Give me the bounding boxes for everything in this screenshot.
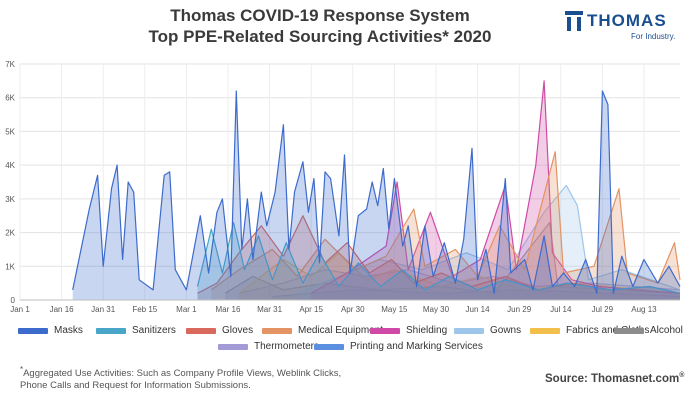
x-tick-label: May 30	[423, 305, 450, 314]
legend-swatch	[18, 327, 48, 334]
series-layer	[72, 80, 681, 301]
legend-item-gowns: Gowns	[454, 325, 521, 336]
footnote-text-1: Aggregated Use Activities: Such as Compa…	[23, 368, 342, 380]
thomas-logo: THOMAS For Industry.	[565, 10, 683, 44]
x-tick-label: Mar 1	[176, 305, 197, 314]
legend-item-masks: Masks	[18, 325, 83, 336]
x-tick-label: Apr 30	[341, 305, 365, 314]
x-tick-label: Jul 14	[550, 305, 572, 314]
grid-layer	[19, 63, 680, 301]
x-tick-label: Jun 14	[466, 305, 491, 314]
legend-swatch	[314, 343, 344, 350]
legend-item-shielding: Shielding	[370, 325, 447, 336]
logo-wordmark: THOMAS	[587, 11, 667, 30]
x-tick-label: Aug 13	[631, 305, 657, 314]
legend-label: Medical Equipment	[298, 325, 384, 336]
legend-swatch	[530, 327, 560, 334]
source-mark: ®	[679, 372, 685, 379]
x-tick-label: Mar 16	[216, 305, 241, 314]
legend-item-fabrics-and-cloths: Fabrics and Cloths	[530, 325, 649, 336]
legend-swatch	[96, 327, 126, 334]
series-area-medical-equipment	[211, 151, 681, 300]
footnote-line-1: *Aggregated Use Activities: Such as Comp…	[20, 364, 420, 380]
series-area-sanitizers	[197, 222, 680, 300]
x-tick-label: Jun 29	[507, 305, 532, 314]
y-tick-label: 6K	[5, 94, 15, 103]
series-area-thermometers	[239, 269, 680, 300]
chart-title: Thomas COVID-19 Response System Top PPE-…	[0, 5, 640, 47]
legend-swatch	[262, 327, 292, 334]
source-credit: Source: Thomasnet.com®	[545, 372, 684, 385]
series-area-alcohol	[225, 222, 680, 300]
y-tick-label: 3K	[5, 195, 15, 204]
legend-label: Fabrics and Cloths	[566, 325, 650, 336]
x-tick-label: Mar 31	[257, 305, 282, 314]
legend-label: Shielding	[406, 325, 448, 336]
x-tick-label: Jan 1	[10, 305, 30, 314]
legend-label: Gowns	[490, 325, 522, 336]
x-tick-label: Apr 15	[299, 305, 323, 314]
source-text: Source: Thomasnet.com	[545, 372, 680, 385]
legend-label: Alcohol	[650, 325, 683, 336]
legend-swatch	[370, 327, 400, 334]
x-tick-label: Feb 15	[132, 305, 157, 314]
legend-item-gloves: Gloves	[186, 325, 253, 336]
title-line-1: Thomas COVID-19 Response System	[170, 6, 470, 25]
y-tick-label: 1K	[5, 262, 15, 271]
legend-label: Thermometers	[254, 341, 320, 352]
series-area-gowns	[297, 185, 680, 300]
legend-swatch	[454, 327, 484, 334]
y-tick-label: 2K	[5, 229, 15, 238]
legend-swatch	[218, 343, 248, 350]
legend-item-printing-and-marking-services: Printing and Marking Services	[314, 341, 483, 352]
x-tick-label: May 15	[381, 305, 408, 314]
legend-item-alcohol: Alcohol	[614, 325, 683, 336]
legend-swatch	[186, 327, 216, 334]
footnote-marker: *	[20, 365, 24, 374]
y-tick-label: 7K	[5, 60, 15, 69]
footnote-line-2: Phone Calls and Request for Information …	[20, 380, 251, 392]
y-tick-label: 5K	[5, 127, 15, 136]
thomas-logo-icon	[565, 11, 583, 31]
axis-layer: 0 1K 2K 3K 4K 5K 6K 7K Jan 1 Jan 16 Jan 31 Feb 15 Ma…	[5, 60, 680, 314]
logo-tagline: For Industry.	[631, 32, 676, 41]
legend-item-thermometers: Thermometers	[218, 341, 319, 352]
legend-item-sanitizers: Sanitizers	[96, 325, 176, 336]
legend-label: Sanitizers	[132, 325, 176, 336]
series-area-masks	[72, 91, 680, 300]
series-line-masks	[72, 90, 681, 294]
legend-item-medical-equipment: Medical Equipment	[262, 325, 383, 336]
title-line-2: Top PPE-Related Sourcing Activities* 202…	[148, 27, 492, 46]
legend-label: Masks	[54, 325, 83, 336]
x-tick-label: Jul 29	[592, 305, 614, 314]
y-tick-label: 4K	[5, 161, 15, 170]
y-tick-label: 0	[11, 296, 16, 305]
footnote: *Aggregated Use Activities: Such as Comp…	[20, 364, 420, 392]
x-tick-label: Jan 31	[91, 305, 116, 314]
legend-label: Gloves	[222, 325, 254, 336]
series-area-gloves	[197, 215, 680, 300]
legend-swatch	[614, 327, 644, 334]
series-line-sanitizers	[196, 221, 681, 294]
legend-label: Printing and Marking Services	[350, 341, 483, 352]
x-tick-label: Jan 16	[50, 305, 75, 314]
